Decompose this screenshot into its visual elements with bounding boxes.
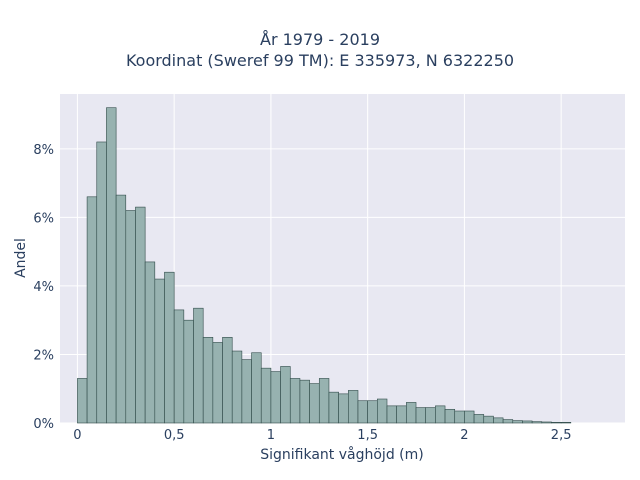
- histogram-bar: [231, 350, 243, 424]
- histogram-bar: [473, 414, 485, 424]
- y-tick-label: 6%: [33, 211, 54, 226]
- histogram-bar: [483, 415, 494, 424]
- histogram-bar: [202, 337, 214, 424]
- histogram-bar: [444, 408, 456, 424]
- x-tick-label: 0: [73, 428, 81, 443]
- histogram-bar: [531, 421, 543, 424]
- y-tick-label: 8%: [33, 143, 54, 158]
- histogram-bar: [541, 421, 552, 424]
- histogram-bar: [425, 407, 436, 424]
- x-tick-label: 0,5: [164, 428, 185, 443]
- histogram-bar: [77, 378, 88, 424]
- histogram-bar: [154, 278, 165, 424]
- histogram-bar: [135, 206, 146, 424]
- histogram-bar: [560, 422, 572, 424]
- histogram-bar: [454, 410, 465, 424]
- histogram-bar: [106, 107, 117, 424]
- histogram-bar: [551, 422, 562, 424]
- histogram-bar: [435, 405, 446, 424]
- x-tick-label: 2,5: [551, 428, 572, 443]
- histogram-bar: [377, 398, 388, 424]
- histogram-bar: [270, 371, 281, 424]
- histogram-bar: [512, 420, 523, 424]
- x-tick-label: 2: [460, 428, 468, 443]
- histogram-bar: [280, 366, 291, 424]
- histogram-bar: [173, 309, 185, 424]
- histogram-bar: [96, 141, 107, 424]
- histogram-bar: [318, 378, 330, 424]
- histogram-bar: [493, 417, 504, 424]
- x-axis-label: Signifikant våghöjd (m): [260, 447, 424, 463]
- x-tick-label: 1,5: [357, 428, 378, 443]
- histogram-bar: [115, 194, 127, 424]
- histogram-bar: [396, 405, 407, 424]
- histogram-bar: [299, 379, 310, 424]
- bars: [77, 107, 572, 424]
- histogram-bar: [367, 400, 378, 424]
- histogram-bar: [357, 400, 368, 424]
- chart-title-line-1: År 1979 - 2019: [260, 30, 380, 49]
- histogram-bar: [164, 271, 175, 424]
- histogram-bar: [309, 383, 320, 424]
- histogram-bar: [260, 367, 272, 424]
- histogram-bar: [348, 390, 359, 424]
- histogram-bar: [522, 420, 533, 424]
- y-axis-ticks: 0% 2% 4% 6% 8%: [33, 143, 54, 432]
- histogram-bar: [251, 352, 262, 424]
- histogram-bar: [406, 402, 417, 424]
- histogram-bar: [415, 407, 427, 424]
- histogram-bar: [464, 410, 475, 424]
- histogram-bar: [241, 359, 252, 424]
- y-tick-label: 0%: [33, 417, 54, 432]
- y-axis-label: Andel: [13, 238, 29, 278]
- y-tick-label: 2%: [33, 348, 54, 363]
- histogram-bar: [338, 393, 349, 424]
- histogram-bar: [144, 261, 156, 424]
- histogram-bar: [212, 342, 223, 424]
- x-axis-ticks: 0 0,5 1 1,5 2 2,5: [73, 428, 571, 443]
- histogram-bar: [183, 319, 194, 424]
- y-tick-label: 4%: [33, 280, 54, 295]
- histogram-bar: [86, 196, 98, 424]
- histogram-bar: [289, 378, 301, 424]
- histogram-bar: [193, 307, 204, 424]
- histogram-bar: [328, 391, 339, 424]
- histogram-bar: [386, 405, 397, 424]
- x-tick-label: 1: [267, 428, 275, 443]
- histogram-bar: [222, 337, 233, 424]
- histogram-bar: [125, 210, 136, 424]
- chart-title-line-2: Koordinat (Sweref 99 TM): E 335973, N 63…: [125, 51, 515, 70]
- histogram-bar: [502, 419, 514, 424]
